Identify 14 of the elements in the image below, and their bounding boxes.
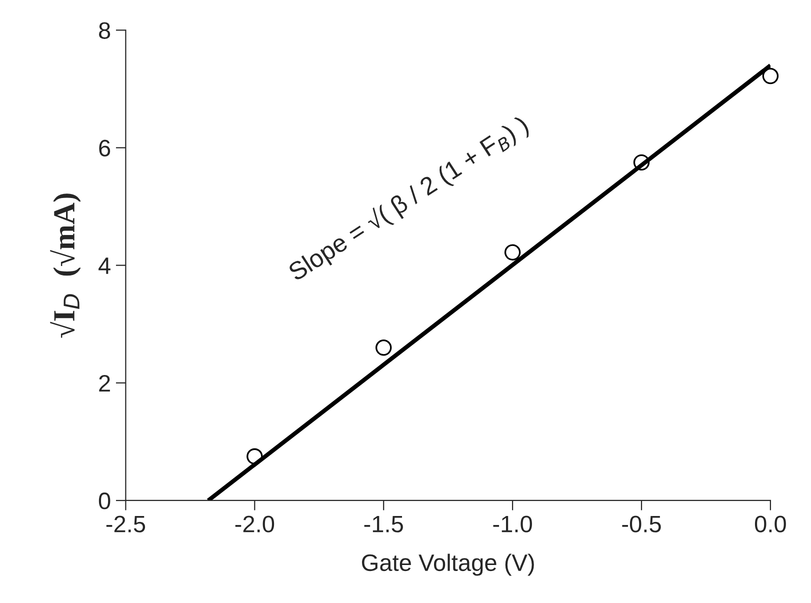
annotation: Slope = √( β / 2 (1 + F$_{B}$) ) — [286, 114, 532, 286]
y-tick-label: 0 — [98, 492, 110, 510]
y-tick-label: 2 — [99, 374, 110, 392]
y-tick-label: 4 — [98, 258, 110, 274]
x-axis-title: Gate Voltage (V) — [362, 554, 534, 576]
x-tick-label: -2.5 — [106, 516, 146, 532]
x-tick-label: -1.0 — [493, 516, 532, 532]
x-tick-label: -1.5 — [364, 516, 403, 532]
y-axis-title: √I$_{D}$ (√mA) — [50, 194, 81, 338]
y-tick-label: 8 — [99, 22, 110, 39]
y-tick-label: 6 — [99, 140, 110, 157]
x-tick-label: -2.0 — [235, 516, 274, 532]
x-tick-label: 0.0 — [754, 516, 786, 532]
x-tick-label: -0.5 — [622, 516, 661, 532]
